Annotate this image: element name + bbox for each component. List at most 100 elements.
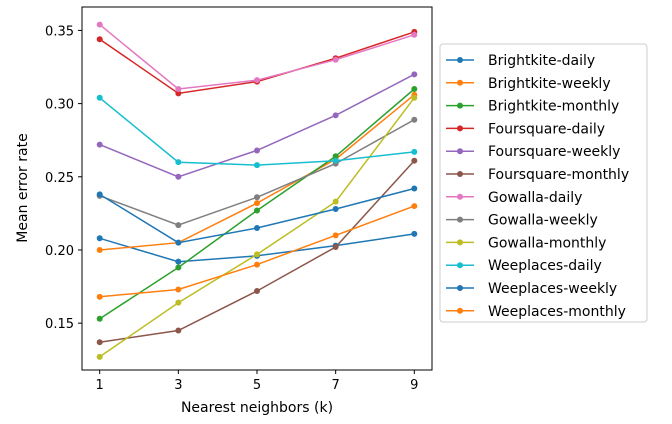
legend-label: Foursquare-monthly bbox=[488, 167, 629, 183]
legend-item-gowalla-monthly: Gowalla-monthly bbox=[446, 235, 606, 251]
legend-item-weeplaces-weekly: Weeplaces-weekly bbox=[446, 281, 617, 297]
data-point bbox=[411, 71, 418, 78]
data-point bbox=[96, 293, 103, 300]
legend-frame bbox=[439, 43, 648, 323]
legend-swatch-marker bbox=[457, 239, 463, 246]
y-axis-label: Mean error rate bbox=[15, 133, 31, 242]
plot-area bbox=[81, 6, 433, 371]
y-tick-label: 0.35 bbox=[45, 24, 74, 39]
data-point bbox=[411, 230, 418, 237]
legend-label: Brightkite-monthly bbox=[488, 99, 619, 115]
data-point bbox=[254, 207, 260, 214]
legend-item-brightkite-weekly: Brightkite-weekly bbox=[446, 76, 611, 92]
data-point bbox=[411, 94, 418, 101]
data-point bbox=[332, 198, 339, 205]
data-point bbox=[175, 90, 182, 97]
data-point bbox=[96, 315, 103, 322]
data-point bbox=[254, 200, 260, 207]
data-point bbox=[254, 194, 260, 201]
series-foursquare-weekly bbox=[96, 71, 418, 180]
legend-swatch-marker bbox=[457, 193, 463, 200]
legend-label: Brightkite-weekly bbox=[488, 76, 611, 92]
series-line bbox=[99, 97, 415, 166]
data-point bbox=[411, 157, 418, 164]
legend-label: Weeplaces-weekly bbox=[488, 281, 617, 297]
data-point bbox=[175, 299, 182, 306]
data-point bbox=[175, 327, 182, 334]
series-brightkite-monthly bbox=[96, 85, 418, 322]
x-tick-label: 1 bbox=[96, 378, 104, 393]
x-axis: 1 3 5 7 9 bbox=[96, 370, 418, 393]
data-point bbox=[175, 173, 182, 180]
legend-label: Weeplaces-daily bbox=[488, 258, 602, 274]
data-point bbox=[175, 159, 182, 166]
legend-item-weeplaces-daily: Weeplaces-daily bbox=[446, 258, 602, 274]
x-axis-label: Nearest neighbors (k) bbox=[181, 400, 333, 416]
legend-item-weeplaces-monthly: Weeplaces-monthly bbox=[446, 304, 626, 320]
series-weeplaces-weekly bbox=[96, 185, 418, 246]
data-point bbox=[332, 157, 339, 164]
series-gowalla-monthly bbox=[96, 94, 418, 360]
y-tick-label: 0.20 bbox=[45, 244, 74, 259]
series-line bbox=[99, 73, 415, 178]
data-point bbox=[96, 353, 103, 360]
y-tick-label: 0.15 bbox=[45, 317, 74, 332]
data-point bbox=[175, 222, 182, 229]
data-point bbox=[332, 112, 339, 119]
data-point bbox=[254, 261, 260, 268]
legend-swatch-marker bbox=[457, 262, 463, 269]
data-point bbox=[96, 246, 103, 253]
data-point bbox=[411, 203, 418, 210]
series-brightkite-daily bbox=[96, 230, 418, 265]
data-point bbox=[96, 141, 103, 148]
data-point bbox=[332, 244, 339, 251]
legend-swatch-marker bbox=[457, 148, 463, 155]
data-point bbox=[96, 339, 103, 346]
legend-item-gowalla-daily: Gowalla-daily bbox=[446, 190, 582, 206]
legend-swatch-marker bbox=[457, 57, 463, 63]
data-point bbox=[411, 85, 418, 92]
series-layer bbox=[96, 21, 418, 360]
legend-swatch-marker bbox=[457, 285, 463, 291]
data-point bbox=[96, 94, 103, 101]
legend-swatch-marker bbox=[457, 307, 463, 314]
legend-swatch-marker bbox=[457, 125, 463, 132]
series-foursquare-monthly bbox=[96, 157, 418, 346]
y-tick-label: 0.30 bbox=[45, 98, 74, 113]
legend-label: Gowalla-monthly bbox=[488, 235, 606, 251]
legend-swatch-marker bbox=[457, 216, 463, 223]
series-gowalla-daily bbox=[96, 21, 418, 92]
data-point bbox=[254, 287, 260, 294]
data-point bbox=[175, 85, 182, 92]
data-point bbox=[175, 239, 182, 246]
data-point bbox=[175, 286, 182, 293]
series-foursquare-daily bbox=[96, 28, 418, 97]
series-weeplaces-monthly bbox=[96, 203, 418, 300]
legend-swatch-marker bbox=[457, 171, 463, 177]
data-point bbox=[254, 251, 260, 258]
x-tick-label: 9 bbox=[410, 378, 418, 393]
legend-item-foursquare-weekly: Foursquare-weekly bbox=[446, 144, 620, 160]
legend-item-brightkite-monthly: Brightkite-monthly bbox=[446, 99, 619, 115]
data-point bbox=[332, 153, 339, 160]
data-point bbox=[254, 162, 260, 169]
data-point bbox=[411, 31, 418, 38]
x-tick-label: 5 bbox=[253, 378, 261, 393]
y-axis: 0.15 0.20 0.25 0.30 0.35 bbox=[45, 24, 82, 332]
y-tick-label: 0.25 bbox=[45, 171, 74, 186]
data-point bbox=[332, 56, 339, 63]
data-point bbox=[411, 148, 418, 155]
data-point bbox=[96, 21, 103, 28]
legend: Brightkite-daily Brightkite-weekly Brightk… bbox=[439, 43, 648, 323]
legend-label: Foursquare-weekly bbox=[488, 144, 620, 160]
data-point bbox=[175, 264, 182, 271]
legend-label: Brightkite-daily bbox=[488, 53, 595, 69]
data-point bbox=[411, 116, 418, 123]
data-point bbox=[332, 232, 339, 239]
legend-label: Gowalla-weekly bbox=[488, 213, 598, 229]
legend-item-gowalla-weekly: Gowalla-weekly bbox=[446, 213, 598, 229]
legend-label: Foursquare-daily bbox=[488, 121, 605, 137]
x-tick-label: 7 bbox=[332, 378, 340, 393]
data-point bbox=[254, 77, 260, 84]
